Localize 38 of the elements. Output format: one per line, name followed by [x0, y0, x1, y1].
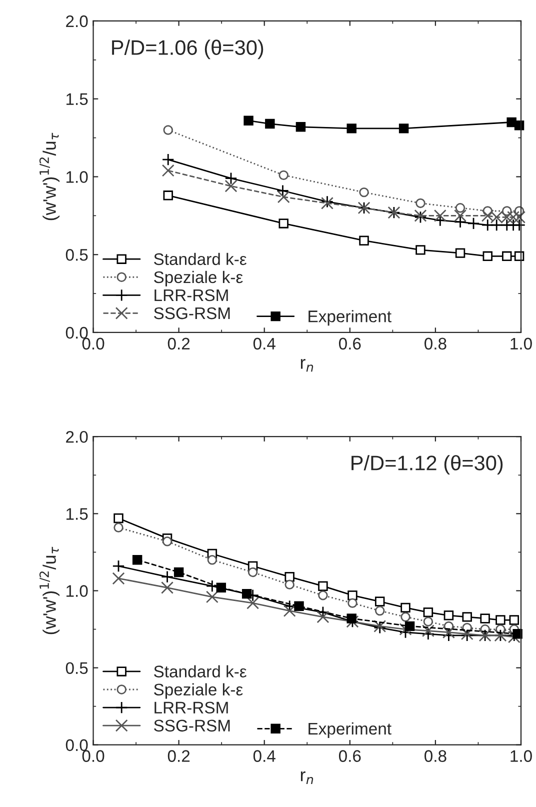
x-tick-label: 1.0 — [510, 750, 532, 762]
legend-label: Standard k-ε — [154, 252, 247, 266]
y-tick-label: 0.0 — [66, 739, 88, 752]
x-tick-label: 0.8 — [424, 750, 446, 762]
y-tick-label: 0.0 — [66, 326, 88, 339]
x-tick-label: 0.6 — [338, 750, 361, 762]
x-tick-label: 0.4 — [253, 750, 276, 762]
text: P/D=1.12 (θ=30) — [352, 455, 503, 474]
x-tick-label: 0.0 — [82, 338, 104, 350]
x-axis-title: r$_{n}$ — [300, 771, 314, 784]
y-tick-label: 1.5 — [66, 508, 88, 520]
y-tick-label: 1.0 — [66, 171, 88, 183]
legend-label: Experiment — [308, 722, 392, 738]
y-tick-label: 1.0 — [66, 585, 88, 597]
y-axis-title: (w'w')$^{1/2}$/u$_{τ}$ — [39, 132, 60, 220]
x-tick-label: 1.0 — [510, 338, 532, 350]
legend-label: Experiment — [308, 310, 392, 326]
x-tick-label: 0.8 — [424, 338, 446, 350]
y-tick-label: 2.0 — [66, 430, 88, 443]
legend-label: Speziale k-ε — [154, 683, 243, 699]
x-tick-label: 0.6 — [338, 338, 361, 350]
x-tick-label: 0.4 — [253, 338, 276, 350]
y-tick-label: 2.0 — [66, 15, 88, 28]
legend-label: SSG-RSM — [154, 307, 230, 320]
y-axis-title: (w'w')$^{1/2}$/u$_{τ}$ — [39, 546, 60, 634]
legend-label: Speziale k-ε — [154, 270, 243, 286]
legend-label: SSG-RSM — [154, 720, 230, 732]
text: P/D=1.06 (θ=30) — [112, 40, 264, 60]
legend-label: Standard k-ε — [154, 665, 247, 678]
y-tick-label: 0.5 — [66, 662, 88, 674]
legend-label: LRR-RSM — [154, 289, 228, 302]
legend-label: LRR-RSM — [154, 702, 228, 714]
x-tick-label: 0.2 — [168, 338, 190, 350]
y-tick-label: 1.5 — [66, 93, 88, 106]
x-axis-title: r$_{n}$ — [300, 358, 314, 372]
x-tick-label: 0.2 — [168, 750, 190, 762]
x-tick-label: 0.0 — [82, 750, 104, 762]
y-tick-label: 0.5 — [66, 249, 88, 261]
